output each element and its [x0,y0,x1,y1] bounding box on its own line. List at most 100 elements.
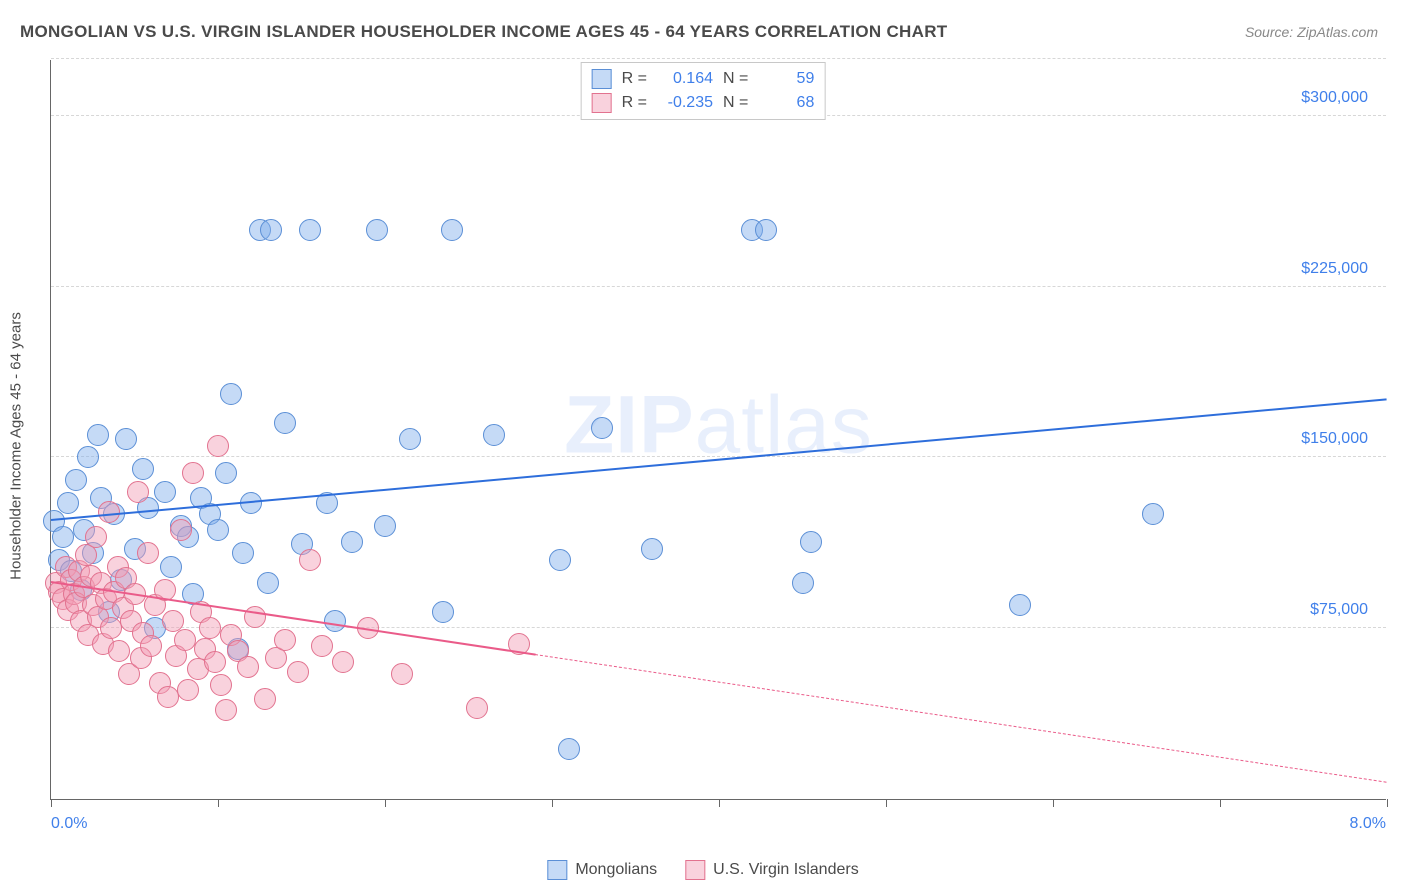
legend-row-series-a: R = 0.164 N = 59 [592,67,815,91]
trend-line [51,399,1387,522]
swatch-series-a [547,860,567,880]
data-point [483,424,505,446]
data-point [274,412,296,434]
x-axis-min-label: 0.0% [51,815,87,833]
data-point [65,469,87,491]
gridline [51,286,1386,287]
trend-line [535,654,1387,783]
source-attribution: Source: ZipAtlas.com [1245,24,1378,40]
x-tick [385,799,386,807]
n-value-a: 59 [758,70,814,88]
data-point [115,428,137,450]
data-point [174,629,196,651]
r-value-a: 0.164 [657,70,713,88]
series-a-name: Mongolians [575,861,657,879]
data-point [299,549,321,571]
data-point [341,531,363,553]
y-tick-label: $150,000 [1301,430,1368,448]
data-point [244,606,266,628]
data-point [257,572,279,594]
x-tick [1220,799,1221,807]
data-point [466,697,488,719]
data-point [182,462,204,484]
x-tick [1053,799,1054,807]
y-tick-label: $75,000 [1310,601,1368,619]
data-point [157,686,179,708]
correlation-legend: R = 0.164 N = 59 R = -0.235 N = 68 [581,62,826,120]
data-point [108,640,130,662]
data-point [274,629,296,651]
series-b-name: U.S. Virgin Islanders [713,861,859,879]
data-point [641,538,663,560]
data-point [100,617,122,639]
data-point [374,515,396,537]
data-point [792,572,814,594]
data-point [287,661,309,683]
data-point [391,663,413,685]
x-tick [886,799,887,807]
data-point [220,383,242,405]
data-point [207,519,229,541]
x-tick [51,799,52,807]
swatch-series-b [592,93,612,113]
r-label: R = [622,94,647,112]
data-point [127,481,149,503]
data-point [52,526,74,548]
data-point [558,738,580,760]
n-value-b: 68 [758,94,814,112]
r-value-b: -0.235 [657,94,713,112]
data-point [77,446,99,468]
data-point [591,417,613,439]
data-point [232,542,254,564]
data-point [299,219,321,241]
data-point [1142,503,1164,525]
data-point [311,635,333,657]
legend-row-series-b: R = -0.235 N = 68 [592,91,815,115]
series-legend: Mongolians U.S. Virgin Islanders [547,860,858,880]
data-point [87,424,109,446]
data-point [215,699,237,721]
data-point [132,458,154,480]
y-tick-label: $300,000 [1301,89,1368,107]
data-point [441,219,463,241]
data-point [154,481,176,503]
data-point [254,688,276,710]
y-axis-label: Householder Income Ages 45 - 64 years [8,312,25,580]
data-point [399,428,421,450]
data-point [177,679,199,701]
data-point [207,435,229,457]
data-point [210,674,232,696]
data-point [1009,594,1031,616]
swatch-series-a [592,69,612,89]
x-tick [719,799,720,807]
x-tick [1387,799,1388,807]
swatch-series-b [685,860,705,880]
data-point [366,219,388,241]
gridline [51,456,1386,457]
data-point [800,531,822,553]
scatter-plot-area: ZIPatlas $75,000$150,000$225,000$300,000… [50,60,1386,800]
legend-item-a: Mongolians [547,860,657,880]
gridline [51,58,1386,59]
data-point [199,617,221,639]
data-point [137,542,159,564]
data-point [324,610,346,632]
x-axis-max-label: 8.0% [1350,815,1386,833]
data-point [204,651,226,673]
data-point [755,219,777,241]
r-label: R = [622,70,647,88]
data-point [85,526,107,548]
x-tick [218,799,219,807]
data-point [170,519,192,541]
data-point [140,635,162,657]
data-point [215,462,237,484]
data-point [237,656,259,678]
data-point [57,492,79,514]
y-tick-label: $225,000 [1301,260,1368,278]
data-point [549,549,571,571]
data-point [432,601,454,623]
n-label: N = [723,70,748,88]
data-point [160,556,182,578]
chart-title: MONGOLIAN VS U.S. VIRGIN ISLANDER HOUSEH… [20,22,947,42]
legend-item-b: U.S. Virgin Islanders [685,860,859,880]
